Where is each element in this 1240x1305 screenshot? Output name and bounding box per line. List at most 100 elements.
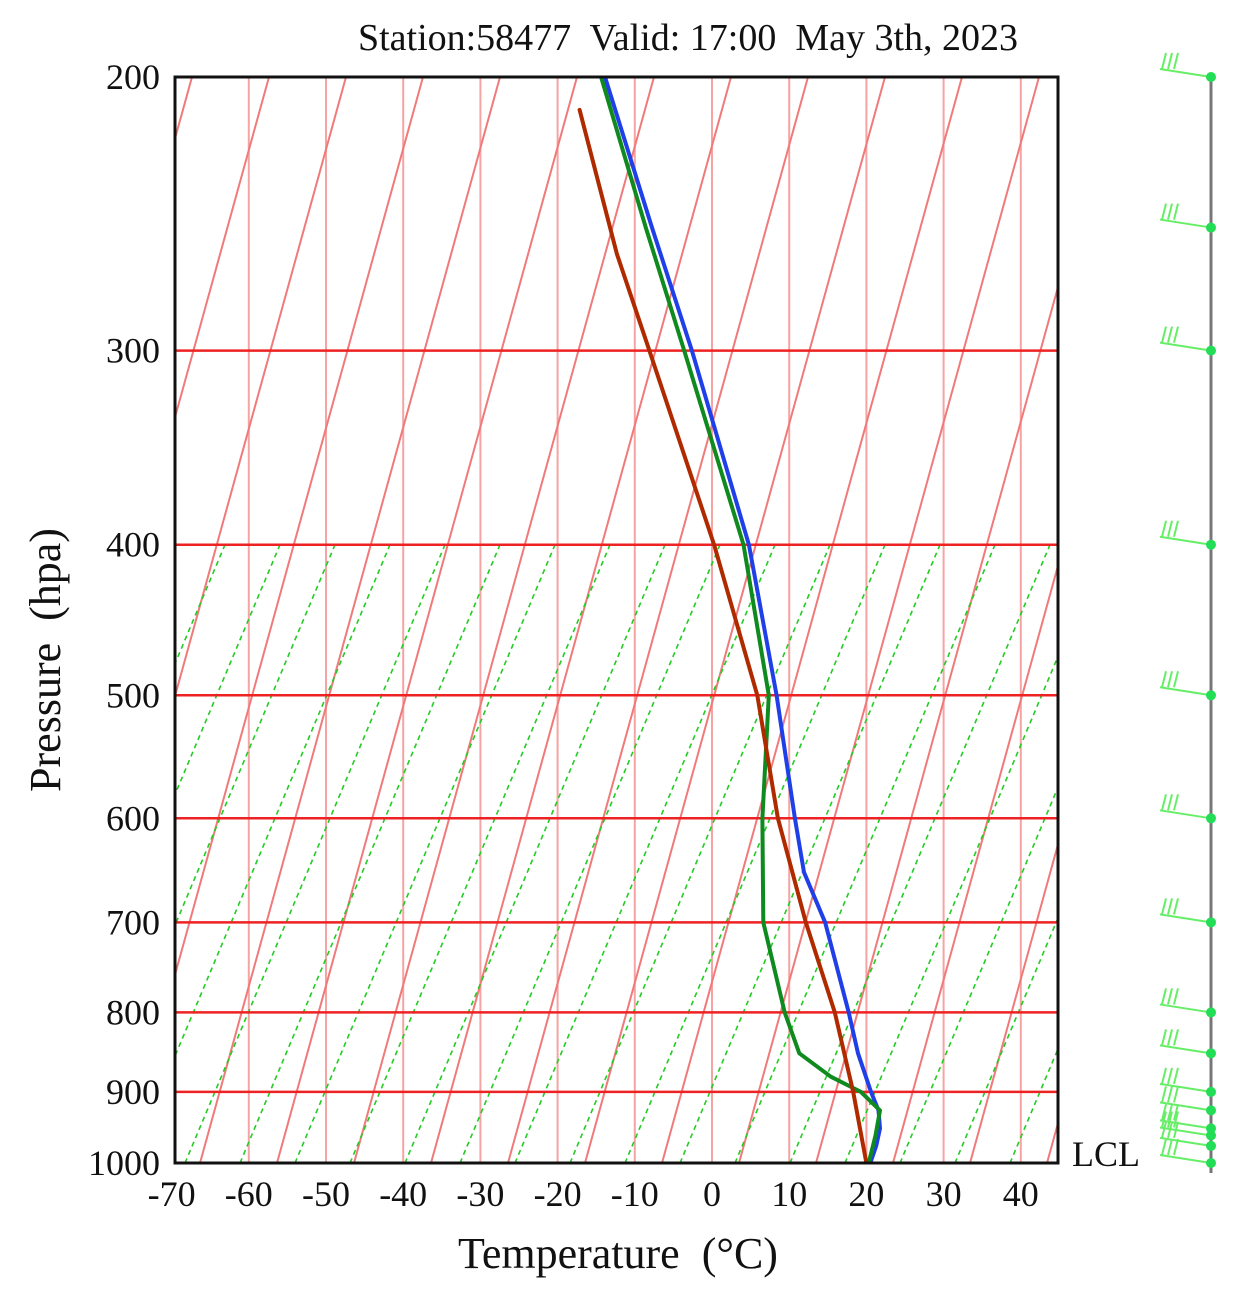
moist-adiabat-line xyxy=(1230,545,1240,1163)
wind-barb-feather xyxy=(1167,1138,1173,1156)
wind-barb xyxy=(1159,913,1212,924)
wind-barb-feather xyxy=(1167,52,1173,70)
wind-barb-dot xyxy=(1206,539,1216,550)
wind-barb-dot xyxy=(1206,1105,1216,1116)
moist-adiabat-line xyxy=(175,544,336,928)
wind-barb xyxy=(1159,1126,1212,1137)
wind-barb-feather xyxy=(1161,1067,1167,1085)
moist-adiabat-line xyxy=(1009,1046,1058,1163)
wind-barb-feather xyxy=(1173,1111,1179,1128)
wind-barb-feather xyxy=(1167,1111,1173,1128)
wind-barb-dot xyxy=(1206,917,1216,928)
wind-barb xyxy=(1159,1044,1212,1055)
moist-adiabat-line xyxy=(844,654,1058,1163)
wind-barb-feather xyxy=(1161,203,1167,220)
wind-barb-dot xyxy=(1206,1130,1216,1141)
parcel-profile-line xyxy=(577,107,869,1163)
temperature-tick-label: -50 xyxy=(302,1174,350,1214)
wind-barb-dot xyxy=(1206,1140,1216,1151)
wind-barb-dot xyxy=(1206,1158,1216,1168)
wind-barb-feather xyxy=(1167,203,1173,220)
moist-adiabat-line xyxy=(679,544,941,1163)
wind-barb-feather xyxy=(1173,1138,1179,1156)
temperature-tick-label: -20 xyxy=(534,1174,582,1214)
wind-barb-feather xyxy=(1167,794,1173,811)
dry-adiabat-line xyxy=(175,77,424,979)
wind-barb xyxy=(1159,535,1212,546)
background-lines xyxy=(175,77,1240,1163)
wind-barb-dot xyxy=(1206,1048,1216,1059)
wind-barb-feather xyxy=(1173,1104,1179,1121)
moist-adiabat-line xyxy=(514,544,776,1163)
pressure-tick-label: 600 xyxy=(106,798,160,838)
dry-adiabat-line xyxy=(507,77,809,1163)
wind-barb-feather xyxy=(1167,520,1173,537)
chart-title: Station:58477 Valid: 17:00 May 3th, 2023 xyxy=(358,17,1018,59)
dry-adiabat-line xyxy=(430,77,732,1163)
dry-adiabat-line xyxy=(1124,77,1240,1163)
moist-adiabat-line xyxy=(1120,545,1240,1163)
wind-barb xyxy=(1159,1082,1212,1093)
profile-lines xyxy=(577,77,882,1163)
moist-adiabat-line xyxy=(734,544,996,1163)
pressure-tick-label: 300 xyxy=(106,331,160,371)
wind-barb-feather xyxy=(1167,326,1173,343)
wind-barb-feather xyxy=(1161,1104,1167,1121)
wind-barb-feather xyxy=(1173,1086,1179,1103)
wind-barb-feather xyxy=(1161,671,1167,688)
temperature-tick-label: -70 xyxy=(148,1174,196,1214)
temperature-tick-label: -30 xyxy=(456,1174,504,1214)
wind-barb-dot xyxy=(1206,1007,1216,1018)
x-axis-title: Temperature (°C) xyxy=(458,1229,778,1278)
wind-barb-feather xyxy=(1173,520,1179,537)
wind-barb-feather xyxy=(1161,1138,1167,1156)
dry-adiabat-line xyxy=(353,77,655,1163)
wind-barb-dot xyxy=(1206,690,1216,701)
moist-adiabat-line xyxy=(239,544,501,1163)
temperature-tick-label: -40 xyxy=(379,1174,427,1214)
wind-barb-feather xyxy=(1167,898,1173,915)
moist-adiabat-line xyxy=(459,544,721,1163)
wind-barb-feather xyxy=(1167,988,1173,1005)
wind-barb xyxy=(1159,809,1212,820)
temperature-tick-label: 30 xyxy=(926,1174,962,1214)
wind-barb-feather xyxy=(1161,326,1167,343)
wind-barb-feather xyxy=(1167,1086,1173,1103)
temperature-tick-label: 40 xyxy=(1003,1174,1039,1214)
dry-adiabat-line xyxy=(276,77,578,1163)
moist-adiabat-line xyxy=(954,916,1058,1163)
wind-barb-feather xyxy=(1161,52,1167,70)
wind-barb-feather xyxy=(1173,988,1179,1005)
wind-barb-dot xyxy=(1206,72,1216,82)
wind-barb-feather xyxy=(1161,898,1167,915)
pressure-tick-label: 500 xyxy=(106,675,160,715)
wind-barb-column xyxy=(1159,52,1216,1173)
wind-barb xyxy=(1159,1136,1212,1147)
wind-barb-feather xyxy=(1167,1104,1173,1121)
wind-barb-feather xyxy=(1167,1029,1173,1046)
dry-adiabat-line xyxy=(1201,77,1240,1163)
temperature-tick-label: 10 xyxy=(771,1174,807,1214)
dry-adiabat-line xyxy=(969,840,1058,1163)
wind-barb-feather xyxy=(1173,671,1179,688)
wind-barb-feather xyxy=(1167,671,1173,688)
moist-adiabat-line xyxy=(1175,545,1240,1163)
wind-barb-feather xyxy=(1173,203,1179,220)
moist-adiabat-line xyxy=(175,544,281,797)
dry-adiabat-line xyxy=(175,77,347,700)
moist-adiabat-line xyxy=(294,544,556,1163)
wind-barb xyxy=(1159,218,1212,229)
lcl-label: LCL xyxy=(1072,1134,1140,1174)
dry-adiabat-line xyxy=(175,77,270,422)
moist-adiabat-line xyxy=(404,544,666,1163)
moist-adiabat-line xyxy=(349,544,611,1163)
dry-adiabat-line xyxy=(661,77,963,1163)
wind-barb-feather xyxy=(1173,52,1179,70)
wind-barb-feather xyxy=(1161,794,1167,811)
wind-barb xyxy=(1159,1101,1212,1112)
dry-adiabat-line xyxy=(738,77,1040,1163)
temperature-tick-label: -60 xyxy=(225,1174,273,1214)
wind-barb-feather xyxy=(1173,1067,1179,1085)
wind-barb xyxy=(1159,1003,1212,1014)
temperature-tick-labels: -70 -60 -50 -40 -30 -20 -10 0 10 20 30 40 xyxy=(148,1174,1039,1214)
